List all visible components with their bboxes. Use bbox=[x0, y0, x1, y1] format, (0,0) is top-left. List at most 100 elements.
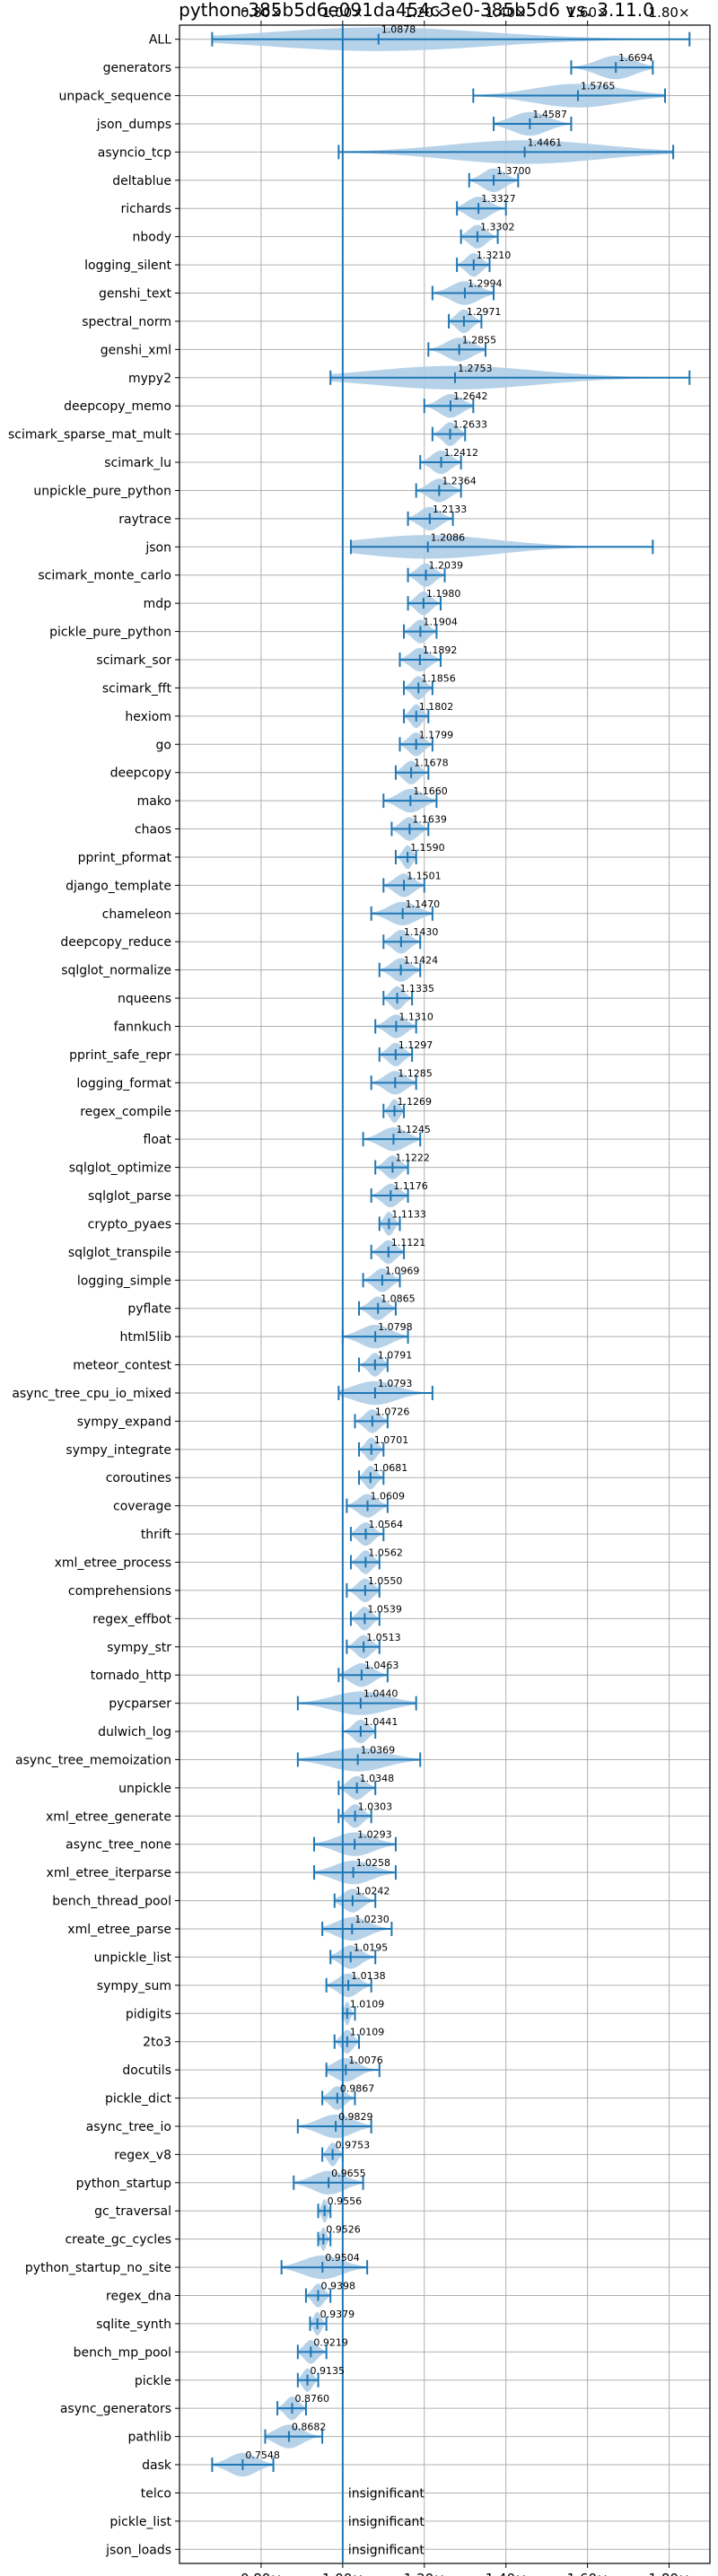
benchmark-label: deepcopy_reduce bbox=[60, 935, 171, 950]
benchmark-label: coverage bbox=[113, 1500, 171, 1514]
value-label: 1.0550 bbox=[368, 1575, 403, 1587]
benchmark-label: comprehensions bbox=[68, 1584, 171, 1599]
benchmark-label: pyflate bbox=[127, 1302, 171, 1317]
x-tick-label-bottom: 0.80× bbox=[241, 2571, 282, 2576]
value-label: 1.0348 bbox=[360, 1773, 395, 1784]
benchmark-label: logging_format bbox=[76, 1076, 171, 1091]
benchmark-label: sympy_str bbox=[107, 1641, 171, 1655]
value-label: 1.0230 bbox=[355, 1914, 390, 1925]
value-label: 1.0726 bbox=[375, 1406, 410, 1417]
benchmark-label: genshi_text bbox=[99, 287, 172, 302]
x-tick-label-top: 1.60× bbox=[567, 4, 609, 21]
value-label: 1.0195 bbox=[354, 1941, 389, 1953]
benchmark-label: scimark_fft bbox=[102, 681, 172, 696]
benchmark-label: json_loads bbox=[105, 2543, 171, 2557]
benchmark-label: bench_mp_pool bbox=[74, 2345, 171, 2360]
benchmark-label: scimark_sparse_mat_mult bbox=[8, 428, 171, 442]
benchmark-label: telco bbox=[141, 2486, 171, 2501]
value-label: 1.1310 bbox=[398, 1011, 433, 1022]
x-tick-label-top: 1.20× bbox=[404, 4, 445, 21]
value-label: 1.1799 bbox=[419, 729, 454, 740]
value-label: 0.7548 bbox=[245, 2449, 280, 2461]
value-label: 1.1501 bbox=[407, 870, 442, 881]
benchmark-label: regex_effbot bbox=[92, 1612, 171, 1626]
x-tick-label-top: 1.40× bbox=[486, 4, 527, 21]
value-label: 0.9753 bbox=[336, 2139, 371, 2151]
benchmark-label: sqlglot_normalize bbox=[61, 964, 171, 978]
value-label: 0.9526 bbox=[326, 2224, 361, 2236]
benchmark-label: xml_etree_generate bbox=[46, 1809, 171, 1824]
value-label: 1.1660 bbox=[413, 785, 448, 797]
value-label: 0.9556 bbox=[328, 2195, 363, 2207]
benchmark-label: html5lib bbox=[120, 1330, 172, 1345]
benchmark-label: tornado_http bbox=[91, 1669, 171, 1683]
value-label: 1.2133 bbox=[433, 504, 468, 515]
benchmark-label: sqlglot_optimize bbox=[69, 1161, 171, 1176]
benchmark-label: regex_dna bbox=[106, 2289, 171, 2303]
value-label: 1.5765 bbox=[581, 81, 616, 92]
benchmark-label: coroutines bbox=[106, 1471, 171, 1485]
value-label: 1.0109 bbox=[350, 2027, 385, 2038]
x-tick-label-bottom: 1.00× bbox=[322, 2571, 363, 2576]
benchmark-label: go bbox=[156, 738, 171, 752]
value-label: 1.1856 bbox=[421, 672, 456, 684]
value-label: 1.1904 bbox=[423, 617, 458, 628]
value-label: 0.8760 bbox=[294, 2393, 329, 2405]
value-label: 1.0793 bbox=[378, 1378, 413, 1389]
benchmark-label: json bbox=[144, 540, 171, 555]
value-label: 1.0681 bbox=[373, 1462, 408, 1474]
benchmark-label: django_template bbox=[66, 879, 171, 893]
benchmark-label: ALL bbox=[149, 33, 171, 48]
value-label: 0.9379 bbox=[320, 2309, 355, 2320]
benchmark-label: pidigits bbox=[126, 2007, 171, 2021]
value-labels: 1.0878 1.6694 1.5765 1.4587 1.4461 1.3700 1.33… bbox=[245, 24, 652, 2558]
value-label: 1.0969 bbox=[385, 1265, 420, 1276]
benchmark-label: 2to3 bbox=[143, 2036, 171, 2050]
value-label: 1.2039 bbox=[429, 560, 464, 572]
benchmark-label: regex_v8 bbox=[114, 2148, 171, 2162]
value-label: 1.2412 bbox=[443, 447, 478, 459]
value-label: 1.0463 bbox=[364, 1660, 399, 1671]
x-tick-label-top: 1.00× bbox=[322, 4, 363, 21]
benchmark-label: sqlglot_transpile bbox=[68, 1246, 171, 1260]
x-tick-label-bottom: 1.80× bbox=[649, 2571, 690, 2576]
benchmark-label: pathlib bbox=[128, 2431, 172, 2445]
benchmark-label: async_generators bbox=[60, 2402, 171, 2416]
value-label: 1.2086 bbox=[431, 531, 466, 543]
value-label: 1.0293 bbox=[357, 1829, 392, 1841]
value-label: 1.0242 bbox=[355, 1886, 390, 1897]
insignificant-label: insignificant bbox=[348, 2515, 425, 2529]
value-label: 1.4587 bbox=[532, 109, 567, 120]
range-bars bbox=[211, 31, 691, 2473]
value-label: 1.1590 bbox=[410, 842, 445, 854]
value-label: 1.0303 bbox=[358, 1801, 393, 1812]
benchmark-label: crypto_pyaes bbox=[88, 1217, 171, 1231]
x-ticks: 0.80× 0.80× 1.00× 1.00× 1.20× 1.20× 1.40× 1.40×… bbox=[241, 4, 690, 2576]
value-label: 1.1639 bbox=[412, 814, 447, 826]
benchmark-label: hexiom bbox=[125, 710, 171, 724]
value-label: 1.1297 bbox=[398, 1039, 433, 1051]
benchmark-label: xml_etree_process bbox=[55, 1556, 171, 1571]
value-label: 1.1269 bbox=[398, 1096, 433, 1108]
x-tick-label-top: 1.80× bbox=[649, 4, 690, 21]
value-label: 1.3700 bbox=[496, 165, 531, 177]
benchmark-label: scimark_lu bbox=[104, 456, 171, 470]
benchmark-label: async_tree_io bbox=[86, 2120, 171, 2134]
benchmark-label: async_tree_memoization bbox=[15, 1753, 171, 1767]
plot-frame bbox=[179, 24, 711, 2564]
value-label: 1.0562 bbox=[368, 1547, 403, 1559]
benchmark-label: unpack_sequence bbox=[59, 90, 171, 104]
value-label: 0.9504 bbox=[325, 2252, 360, 2264]
value-label: 1.0878 bbox=[381, 24, 416, 36]
benchmark-label: unpickle_pure_python bbox=[33, 484, 171, 498]
benchmark-label: sympy_integrate bbox=[66, 1443, 171, 1458]
value-label: 1.1245 bbox=[396, 1124, 431, 1135]
value-label: 1.1176 bbox=[393, 1180, 428, 1192]
benchmark-label: sqlglot_parse bbox=[88, 1189, 171, 1204]
value-label: 1.3210 bbox=[477, 250, 512, 261]
value-label: 1.1133 bbox=[391, 1208, 426, 1220]
value-label: 1.2364 bbox=[442, 475, 477, 486]
benchmark-label: create_gc_cycles bbox=[65, 2233, 171, 2247]
benchmark-label: float bbox=[144, 1133, 172, 1147]
value-label: 1.0791 bbox=[378, 1350, 413, 1362]
